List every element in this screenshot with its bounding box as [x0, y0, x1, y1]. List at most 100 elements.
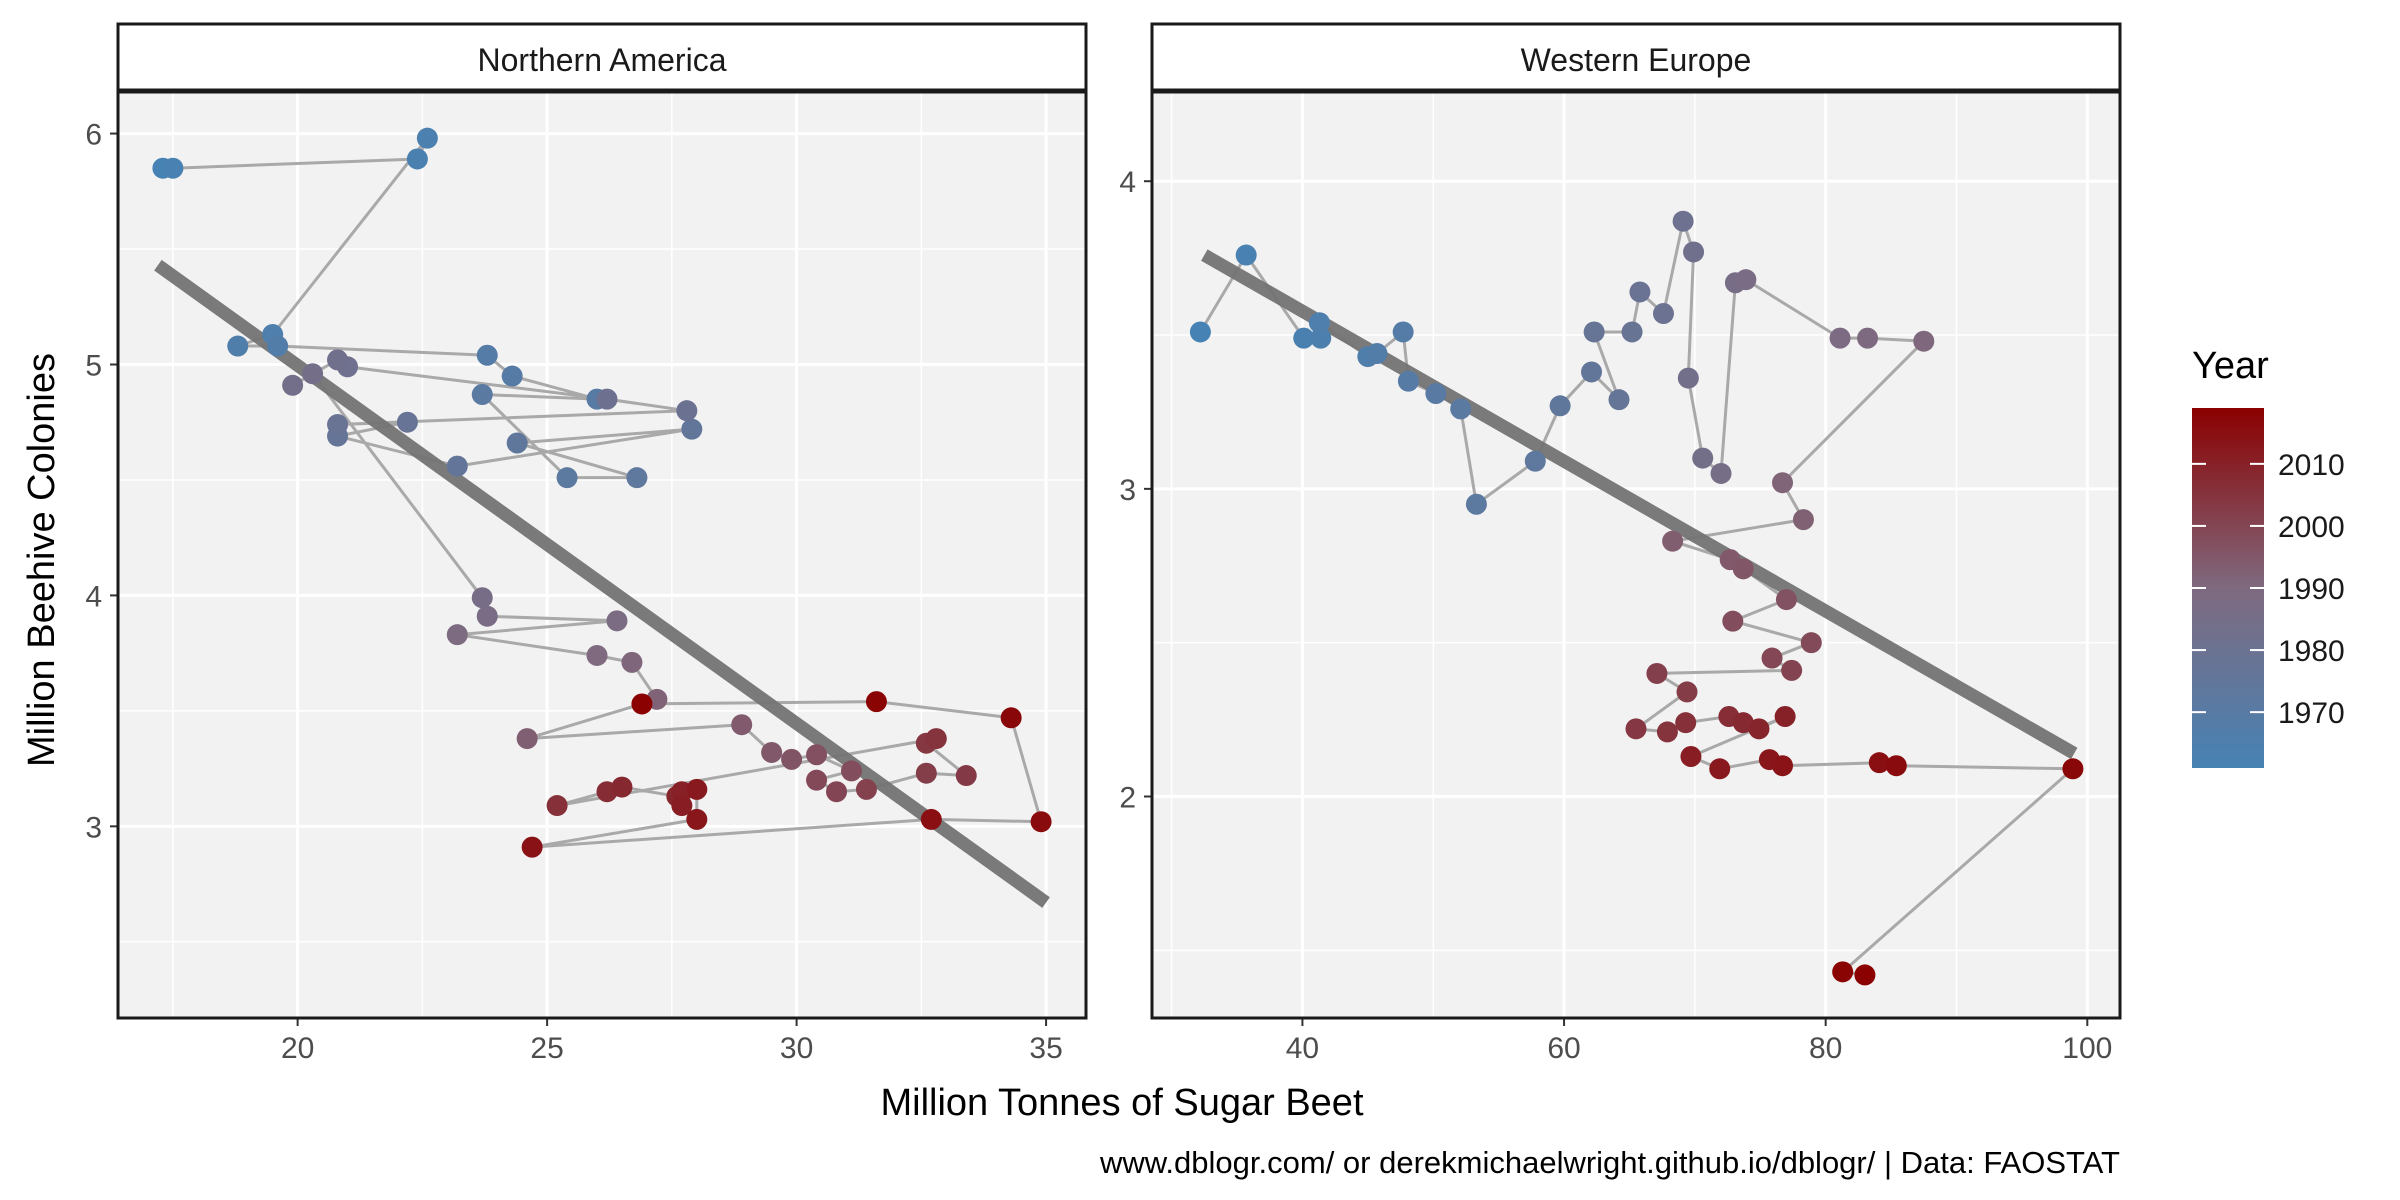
data-point [1800, 632, 1822, 654]
data-point [681, 418, 703, 440]
x-tick-label: 60 [1547, 1032, 1580, 1065]
data-point [1761, 647, 1783, 669]
data-point [925, 728, 947, 750]
data-point [1308, 312, 1330, 334]
facet-strip [1150, 22, 2122, 92]
data-point [1450, 398, 1472, 420]
legend-label: 2000 [2278, 511, 2345, 544]
facet-strip [116, 22, 1088, 92]
data-point [556, 467, 578, 489]
data-point [396, 411, 418, 433]
data-point [1781, 659, 1803, 681]
data-point [1425, 382, 1447, 404]
data-point [1680, 746, 1702, 768]
data-point [1549, 395, 1571, 417]
data-point [327, 414, 349, 436]
data-point [1772, 755, 1794, 777]
y-tick-label: 6 [85, 119, 102, 152]
data-point [1868, 752, 1890, 774]
data-point [1629, 281, 1651, 303]
data-point [1581, 361, 1603, 383]
data-point [865, 691, 887, 713]
data-point [840, 760, 862, 782]
legend-label: 1970 [2278, 697, 2345, 730]
data-point [1857, 327, 1879, 349]
y-tick-label: 4 [85, 580, 102, 613]
data-point [476, 344, 498, 366]
data-point [626, 467, 648, 489]
data-point [1774, 706, 1796, 728]
data-point [327, 349, 349, 371]
facet-western-europe: Western Europe 40 60 80 100 2 3 4 [1119, 22, 2122, 1065]
data-point [781, 748, 803, 770]
x-tick-label: 25 [530, 1032, 563, 1065]
data-point [1772, 472, 1794, 494]
data-point [1709, 758, 1731, 780]
data-point [1310, 327, 1332, 349]
data-point [606, 610, 628, 632]
data-point [516, 728, 538, 750]
data-point [282, 374, 304, 396]
data-point [1913, 330, 1935, 352]
data-point [1524, 450, 1546, 472]
legend-title: Year [2192, 345, 2269, 387]
data-point [1683, 241, 1705, 263]
data-point [621, 651, 643, 673]
data-point [920, 808, 942, 830]
data-point [1656, 721, 1678, 743]
y-tick-label: 3 [1119, 474, 1136, 507]
data-point [1366, 342, 1388, 364]
data-points [152, 127, 1052, 858]
data-point [1392, 321, 1414, 343]
data-point [446, 624, 468, 646]
data-point [686, 778, 708, 800]
y-tick-label: 5 [85, 349, 102, 382]
data-point [826, 781, 848, 803]
trend-line [1201, 249, 2078, 760]
data-point [1465, 493, 1487, 515]
data-point [1646, 662, 1668, 684]
data-point [806, 744, 828, 766]
data-point [471, 587, 493, 609]
y-tick-label: 4 [1119, 166, 1136, 199]
data-point [506, 432, 528, 454]
data-point [1692, 447, 1714, 469]
data-point [686, 808, 708, 830]
data-point [1652, 303, 1674, 325]
x-tick-label: 80 [1809, 1032, 1842, 1065]
chart-caption: www.dblogr.com/ or derekmichaelwright.gi… [1099, 1145, 2120, 1180]
data-point [1608, 389, 1630, 411]
y-tick-label: 3 [85, 811, 102, 844]
data-point [1832, 961, 1854, 983]
data-point [671, 795, 693, 817]
data-point [1672, 210, 1694, 232]
panel-border [116, 90, 1088, 1020]
panel-background [1152, 92, 2120, 1018]
data-point [1885, 755, 1907, 777]
data-point [1621, 321, 1643, 343]
y-tick-label: 2 [1119, 781, 1136, 814]
data-point [611, 776, 633, 798]
x-tick-label: 20 [281, 1032, 314, 1065]
data-point [521, 836, 543, 858]
data-point [476, 605, 498, 627]
data-point [1748, 718, 1770, 740]
data-point [546, 795, 568, 817]
data-point [955, 765, 977, 787]
gridlines [118, 92, 1086, 1018]
data-point [1189, 321, 1211, 343]
data-point [1792, 509, 1814, 531]
data-point [631, 693, 653, 715]
data-point [1735, 269, 1757, 291]
data-point [267, 335, 289, 357]
data-point [1677, 367, 1699, 389]
year-legend: Year 2010 2000 1990 1980 1970 [2192, 345, 2345, 768]
x-axis-title: Million Tonnes of Sugar Beet [880, 1082, 1363, 1124]
data-point [416, 127, 438, 149]
data-point [1710, 462, 1732, 484]
data-point [1829, 327, 1851, 349]
x-tick-label: 40 [1286, 1032, 1319, 1065]
data-point [586, 644, 608, 666]
data-point [406, 148, 428, 170]
legend-label: 1980 [2278, 635, 2345, 668]
